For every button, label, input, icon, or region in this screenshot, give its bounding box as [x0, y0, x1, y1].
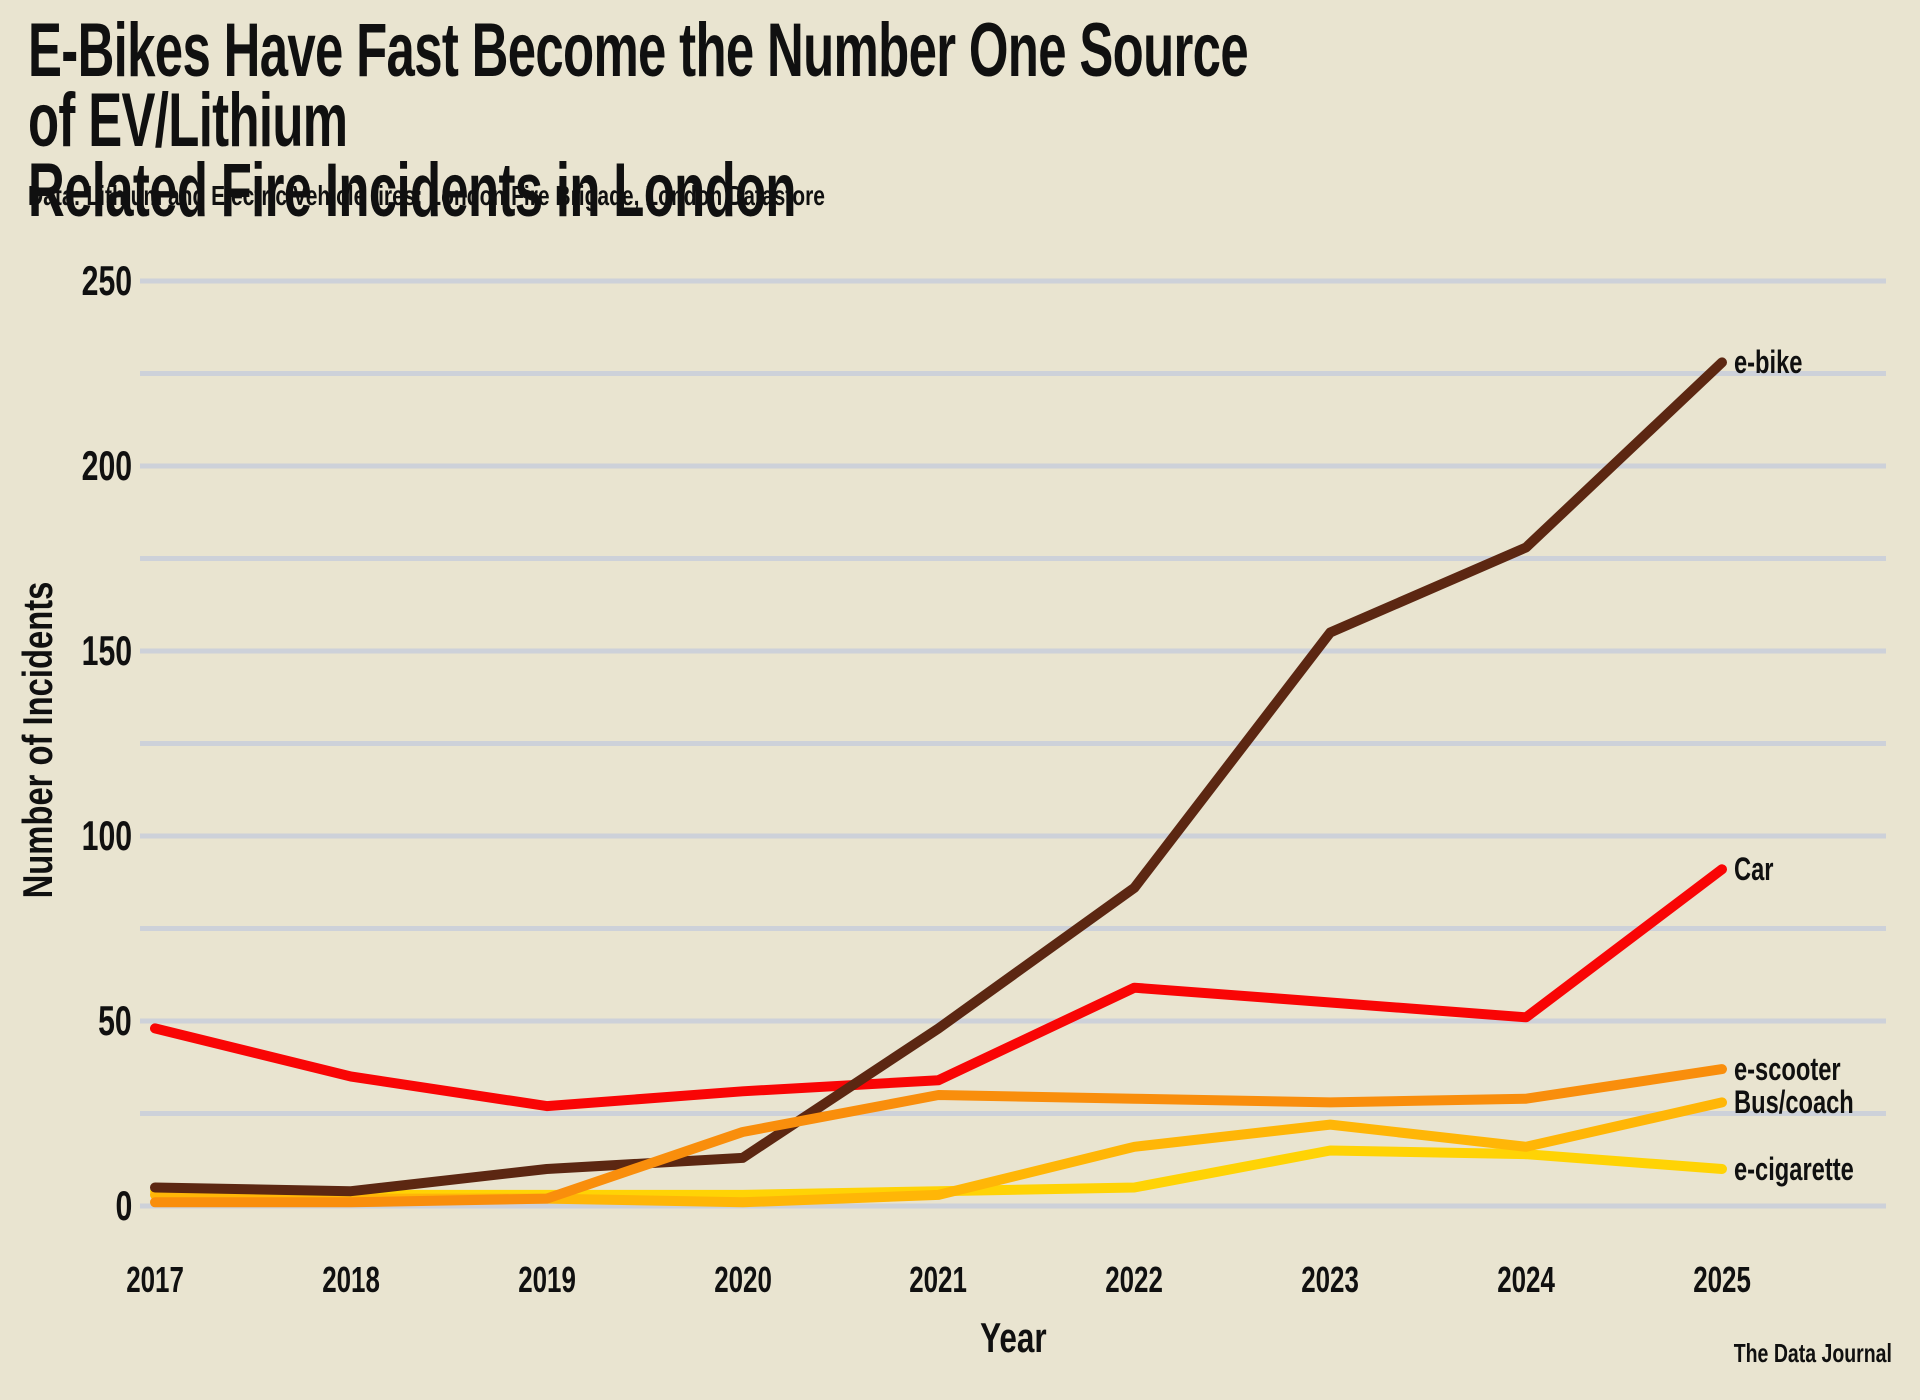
x-tick-label-text: 2021 — [909, 1259, 968, 1300]
series-label-text: e-cigarette — [1734, 1151, 1854, 1187]
chart-subtitle: Data: Lithium and Electric Vehicle fires… — [28, 180, 1428, 212]
chart-title-text: E-Bikes Have Fast Become the Number One … — [28, 8, 1249, 233]
x-axis-title: Year — [813, 1316, 1213, 1360]
x-tick-label: 2024 — [1446, 1258, 1606, 1302]
series-line-Car — [150, 864, 1727, 1112]
x-tick-label: 2020 — [663, 1258, 823, 1302]
x-tick-label-text: 2019 — [517, 1259, 576, 1300]
series-label-text: Bus/coach — [1734, 1084, 1854, 1121]
x-tick-label-text: 2023 — [1301, 1259, 1360, 1300]
watermark-text: The Data Journal — [1733, 1338, 1892, 1368]
y-tick-label-text: 0 — [115, 1182, 132, 1229]
x-tick-label: 2021 — [859, 1258, 1019, 1302]
x-tick-label: 2022 — [1054, 1258, 1214, 1302]
y-tick-label: 100 — [0, 814, 132, 858]
series-line-e-scooter — [150, 1064, 1727, 1208]
y-tick-label-text: 100 — [81, 812, 132, 859]
x-axis-title-text: Year — [979, 1314, 1047, 1361]
series-label-e-scooter: e-scooter — [1734, 1051, 1878, 1087]
y-tick-label-text: 50 — [98, 997, 132, 1044]
x-tick-label-text: 2018 — [322, 1259, 380, 1300]
y-tick-label: 200 — [0, 444, 132, 488]
series-label-e-bike: e-bike — [1734, 344, 1826, 380]
y-tick-label-text: 250 — [81, 257, 132, 304]
x-tick-label-text: 2020 — [713, 1259, 772, 1300]
chart-title: E-Bikes Have Fast Become the Number One … — [28, 8, 1920, 233]
series-label-text: Car — [1734, 851, 1774, 888]
series-label-text: e-scooter — [1734, 1051, 1841, 1088]
x-tick-label: 2025 — [1642, 1258, 1802, 1302]
series-label-Bus/coach: Bus/coach — [1734, 1084, 1896, 1120]
x-tick-label: 2019 — [467, 1258, 627, 1302]
watermark: The Data Journal — [1492, 1336, 1892, 1370]
x-tick-label-text: 2025 — [1693, 1259, 1751, 1300]
y-axis-title-text: Number of Incidents — [14, 581, 61, 899]
x-tick-label-text: 2017 — [126, 1259, 184, 1300]
series-line-e-bike — [150, 357, 1727, 1197]
series-label-e-cigarette: e-cigarette — [1734, 1151, 1896, 1187]
chart-subtitle-text: Data: Lithium and Electric Vehicle fires… — [28, 180, 825, 211]
series-label-text: e-bike — [1734, 344, 1803, 381]
y-tick-label-text: 200 — [81, 442, 132, 489]
y-tick-label: 0 — [0, 1184, 132, 1228]
x-tick-label-text: 2022 — [1105, 1259, 1164, 1300]
y-tick-label: 150 — [0, 629, 132, 673]
y-tick-label: 50 — [0, 999, 132, 1043]
y-tick-label-text: 150 — [81, 627, 132, 674]
x-tick-label: 2023 — [1250, 1258, 1410, 1302]
x-tick-label-text: 2024 — [1497, 1259, 1555, 1300]
series-label-Car: Car — [1734, 851, 1787, 887]
x-tick-label: 2018 — [271, 1258, 431, 1302]
y-tick-label: 250 — [0, 259, 132, 303]
x-tick-label: 2017 — [75, 1258, 235, 1302]
